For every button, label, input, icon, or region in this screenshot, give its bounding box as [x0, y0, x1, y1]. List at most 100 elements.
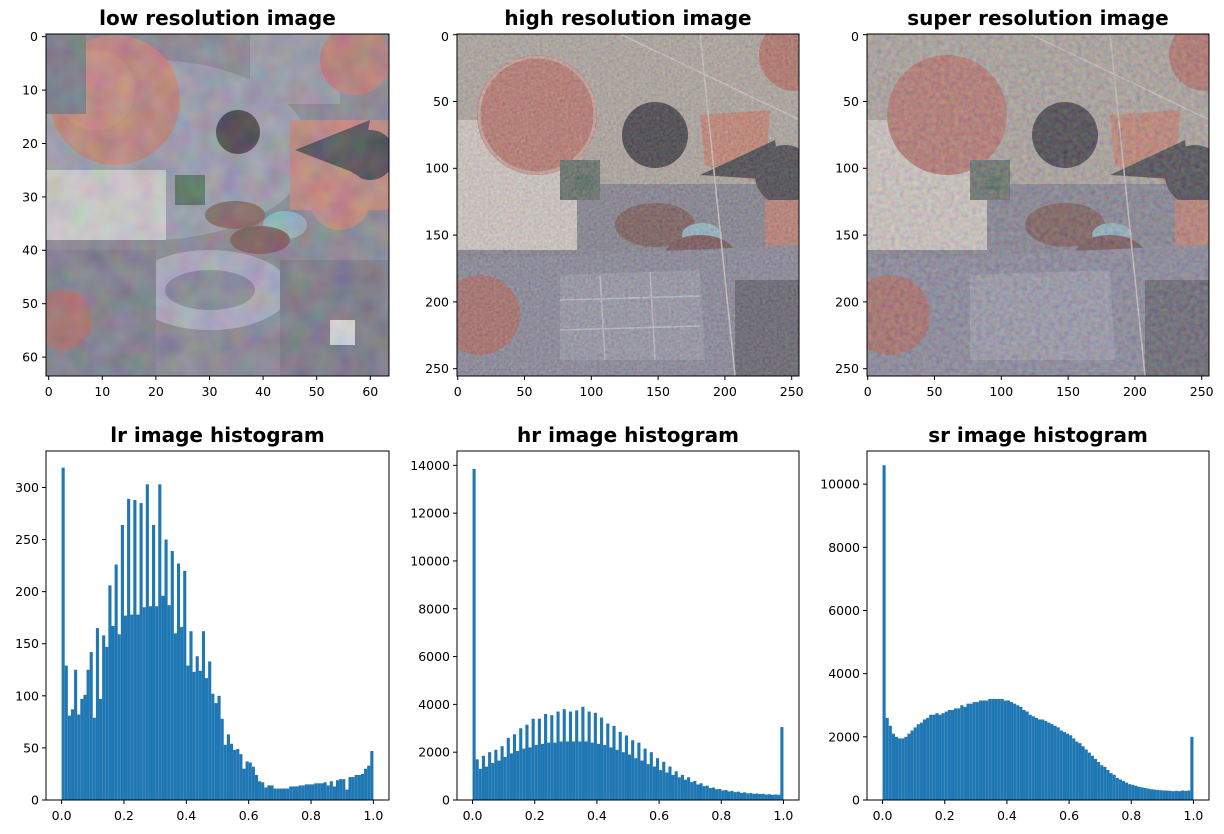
- histogram-bar: [295, 786, 299, 800]
- x-tick-label: 0.4: [176, 808, 196, 823]
- histogram-bar: [711, 787, 716, 800]
- histogram-bar: [652, 766, 656, 800]
- histogram-bar: [572, 741, 576, 800]
- histogram-bar: [475, 759, 479, 800]
- histogram-bar: [584, 741, 588, 800]
- y-tick-label: 0: [441, 29, 449, 44]
- histogram-bar: [699, 783, 703, 800]
- y-tick-label: 40: [22, 243, 38, 258]
- histogram-bar: [1081, 746, 1085, 800]
- histogram-bar: [233, 749, 237, 800]
- histogram-bar: [298, 785, 302, 800]
- histogram-bar: [264, 787, 268, 800]
- histogram-bar: [674, 771, 678, 800]
- histogram-bar: [1000, 698, 1004, 800]
- histogram-bar: [1087, 752, 1091, 800]
- histogram-bar: [1109, 773, 1113, 800]
- histogram-bar: [152, 524, 156, 800]
- histogram-bar: [562, 709, 566, 800]
- histogram-bar: [556, 711, 560, 800]
- histogram-bar: [761, 793, 765, 800]
- histogram-bar: [161, 595, 165, 800]
- histogram-bar: [1031, 716, 1035, 800]
- histogram-bars: [472, 468, 784, 800]
- histogram-bar: [718, 789, 722, 800]
- histogram-bar: [173, 633, 177, 800]
- histogram-bar: [497, 760, 501, 800]
- x-tick-label: 0.6: [239, 808, 259, 823]
- y-tick-label: 50: [22, 296, 38, 311]
- histogram-bar: [727, 791, 731, 800]
- y-tick-label: 100: [835, 161, 859, 176]
- histogram-bar: [646, 764, 650, 800]
- histogram-axes: 0.0 0.2 0.4 0.6 0.8 1.0 0 2000 4000 6000 8000 10000…: [410, 450, 800, 823]
- x-tick-label: 0.8: [301, 808, 321, 823]
- y-axis: 0 50 100 150 200 250: [835, 29, 867, 376]
- histogram-bar: [286, 788, 290, 800]
- y-tick-label: 200: [15, 584, 39, 599]
- histogram-bar: [634, 758, 638, 800]
- histogram-bar: [223, 744, 227, 800]
- histogram-bar: [217, 695, 221, 800]
- histogram-bar: [364, 768, 368, 800]
- y-tick-label: 0: [442, 793, 450, 808]
- x-tick-label: 0: [454, 384, 462, 399]
- histogram-bar: [208, 661, 212, 800]
- histogram-bar: [491, 762, 495, 800]
- histogram-bar: [1075, 741, 1079, 800]
- histogram-bar: [575, 710, 579, 800]
- histogram-bar: [481, 755, 485, 800]
- histogram-axes: 0.0 0.2 0.4 0.6 0.8 1.0 0 50 100 150 200 250 300: [15, 450, 390, 823]
- histogram-bar: [70, 709, 75, 800]
- y-tick-label: 250: [425, 361, 449, 376]
- histogram-bar: [189, 631, 193, 800]
- x-tick-label: 0.4: [587, 808, 607, 823]
- histogram-bar: [239, 754, 243, 800]
- histogram-bar: [969, 703, 973, 800]
- histogram-bar: [1019, 706, 1023, 800]
- histogram-bar: [941, 713, 945, 800]
- histogram-bar: [226, 734, 230, 800]
- y-tick-label: 50: [433, 94, 449, 109]
- y-tick-label: 8000: [828, 540, 860, 555]
- histogram-bar: [1090, 755, 1094, 800]
- histogram-bar: [136, 614, 140, 800]
- histogram-bar: [220, 718, 224, 800]
- histogram-bar: [932, 714, 936, 800]
- satellite-image-lr: [46, 34, 389, 376]
- histogram-bar: [1053, 725, 1057, 800]
- histogram-bar: [1190, 736, 1194, 800]
- histogram-bar: [1093, 758, 1098, 800]
- x-tick-label: 0.8: [711, 808, 731, 823]
- histogram-bar: [1062, 732, 1066, 800]
- histogram-bar: [1131, 784, 1135, 800]
- y-tick-label: 4000: [828, 666, 860, 681]
- histogram-bar: [1028, 714, 1032, 800]
- chart-title: low resolution image: [99, 6, 336, 30]
- histogram-bar: [1106, 769, 1110, 800]
- histogram-bar: [1156, 789, 1160, 800]
- y-tick-label: 2000: [418, 745, 450, 760]
- x-axis: 0 50 100 150 200 250: [454, 376, 804, 399]
- histogram-bar: [621, 752, 625, 800]
- histogram-bar: [985, 700, 989, 800]
- histogram-bar: [1103, 766, 1107, 800]
- x-tick-label: 20: [148, 384, 164, 399]
- histogram-bar: [774, 794, 778, 800]
- histogram-bar: [92, 717, 96, 800]
- histogram-bar: [370, 751, 374, 800]
- y-tick-label: 0: [31, 793, 39, 808]
- histogram-bar: [335, 780, 340, 800]
- x-tick-label: 30: [202, 384, 218, 399]
- histogram-bar: [609, 747, 613, 800]
- histogram-bar: [1084, 749, 1088, 800]
- x-tick-label: 50: [309, 384, 325, 399]
- y-tick-label: 250: [835, 361, 859, 376]
- histogram-bar: [612, 725, 616, 800]
- histogram-bar: [270, 785, 274, 800]
- x-axis: 0 10 20 30 40 50 60: [45, 376, 378, 399]
- axes-frame: [866, 450, 1210, 801]
- histogram-bar: [618, 731, 622, 800]
- histogram-bar: [922, 719, 927, 800]
